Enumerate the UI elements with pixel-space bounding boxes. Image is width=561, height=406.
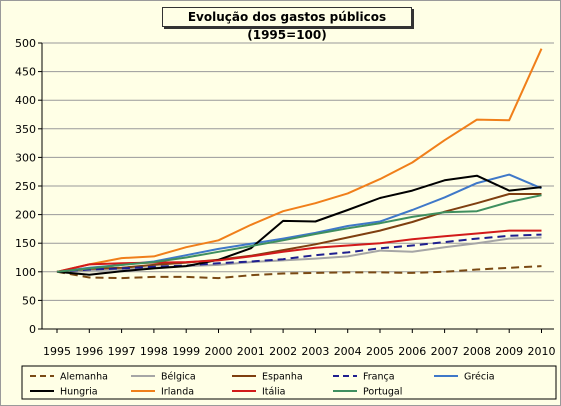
- series-line-irlanda: [56, 48, 543, 273]
- y-tick-label: 150: [15, 237, 36, 250]
- legend-label: Irlanda: [161, 387, 194, 398]
- legend-label: Bélgica: [161, 372, 196, 383]
- y-tick-label: 300: [15, 151, 36, 164]
- x-tick-label: 2001: [237, 345, 265, 358]
- x-tick-label: 2009: [495, 345, 523, 358]
- y-tick-label: 100: [15, 266, 36, 279]
- x-tick-label: 2003: [301, 345, 329, 358]
- legend-label: Portugal: [363, 387, 402, 398]
- x-tick-label: 1996: [75, 345, 103, 358]
- legend: Alemanha Bélgica Espanha França Grécia Hungri…: [21, 365, 557, 400]
- legend-label: Itália: [262, 387, 285, 398]
- legend-label: França: [363, 372, 395, 383]
- legend-box: [21, 365, 557, 400]
- x-tick-label: 1995: [43, 345, 71, 358]
- x-tick-label: 2004: [334, 345, 362, 358]
- series-line-franca: [56, 233, 542, 273]
- y-tick-label: 250: [15, 180, 36, 193]
- x-tick-label: 2008: [463, 345, 491, 358]
- series-line-belgica: [56, 236, 542, 273]
- axis-layer: 0 50 100 150 200 250 300 350 400 450 500 1995 1996 19…: [15, 37, 556, 358]
- x-tick-label: 2002: [269, 345, 297, 358]
- grid-layer: [42, 42, 554, 330]
- y-tick-label: 400: [15, 94, 36, 107]
- series-line-hungria: [56, 174, 542, 276]
- legend-label: Hungria: [60, 387, 98, 398]
- x-tick-label: 2007: [431, 345, 459, 358]
- x-tick-label: 2010: [528, 345, 556, 358]
- y-tick-label: 200: [15, 209, 36, 222]
- legend-label: Alemanha: [60, 372, 108, 383]
- x-tick-label: 1999: [172, 345, 200, 358]
- y-tick-label: 450: [15, 66, 36, 79]
- x-tick-label: 2000: [205, 345, 233, 358]
- y-tick-label: 0: [29, 323, 36, 336]
- x-tick-label: 2005: [366, 345, 394, 358]
- legend-label: Espanha: [262, 372, 303, 383]
- x-tick-label: 1997: [108, 345, 136, 358]
- y-tick-label: 500: [15, 37, 36, 50]
- y-tick-label: 50: [22, 294, 36, 307]
- series-line-alemanha: [56, 265, 542, 280]
- series-line-portugal: [56, 194, 542, 273]
- y-tick-label: 350: [15, 123, 36, 136]
- series-line-espanha: [56, 193, 542, 273]
- legend-label: Grécia: [464, 372, 495, 383]
- x-tick-label: 1998: [140, 345, 168, 358]
- chart-title: Evolução dos gastos públicos (1995=100): [162, 7, 412, 42]
- x-tick-label: 2006: [398, 345, 426, 358]
- series-layer: [56, 48, 543, 280]
